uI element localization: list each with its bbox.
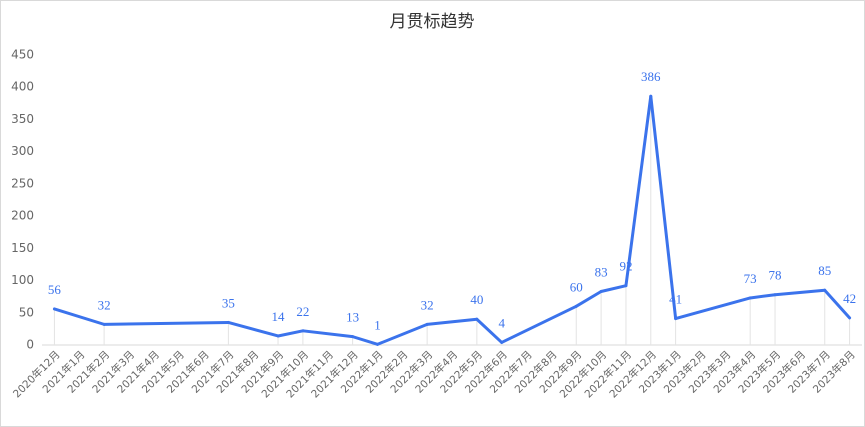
value-label: 386 <box>641 69 661 84</box>
line-segment <box>748 293 777 300</box>
y-tick-label: 250 <box>11 176 34 190</box>
line-segment <box>226 320 280 338</box>
value-label: 83 <box>595 264 608 279</box>
value-label: 56 <box>48 282 62 297</box>
value-label: 4 <box>498 315 505 330</box>
value-label: 73 <box>744 271 757 286</box>
value-label: 1 <box>374 317 381 332</box>
line-segment <box>624 94 653 288</box>
line-segment <box>574 290 603 308</box>
line-segment <box>425 317 479 326</box>
y-tick-label: 100 <box>11 273 34 287</box>
value-label: 32 <box>98 297 111 312</box>
line-segment <box>500 304 578 344</box>
y-tick-label: 0 <box>26 338 34 352</box>
y-tick-label: 200 <box>11 209 34 223</box>
y-tick-label: 450 <box>11 48 34 62</box>
line-segment <box>102 320 230 326</box>
value-label: 60 <box>570 279 583 294</box>
y-tick-label: 300 <box>11 144 34 158</box>
y-tick-label: 150 <box>11 241 34 255</box>
value-label: 92 <box>619 259 632 274</box>
value-label: 13 <box>346 310 359 325</box>
value-label: 35 <box>222 295 235 310</box>
line-segment <box>823 288 852 320</box>
line-segment <box>599 284 628 294</box>
line-segment <box>475 317 504 344</box>
value-label: 14 <box>272 309 286 324</box>
line-segment <box>375 322 429 346</box>
line-segment <box>301 329 355 339</box>
chart-title: 月贯标趋势 <box>390 12 475 32</box>
value-label: 40 <box>470 292 483 307</box>
y-tick-label: 350 <box>11 112 34 126</box>
line-segment <box>351 335 379 346</box>
value-label: 85 <box>818 263 831 278</box>
line-segment <box>52 307 106 326</box>
y-tick-label: 50 <box>19 305 34 319</box>
line-segment <box>674 296 752 321</box>
value-label: 42 <box>843 291 856 306</box>
value-label: 32 <box>421 297 434 312</box>
line-segment <box>276 329 305 338</box>
line-segment <box>649 94 678 321</box>
value-label: 41 <box>669 292 682 307</box>
line-segment <box>773 288 827 297</box>
value-label: 78 <box>769 268 782 283</box>
y-tick-label: 400 <box>11 80 34 94</box>
value-label: 22 <box>296 304 309 319</box>
